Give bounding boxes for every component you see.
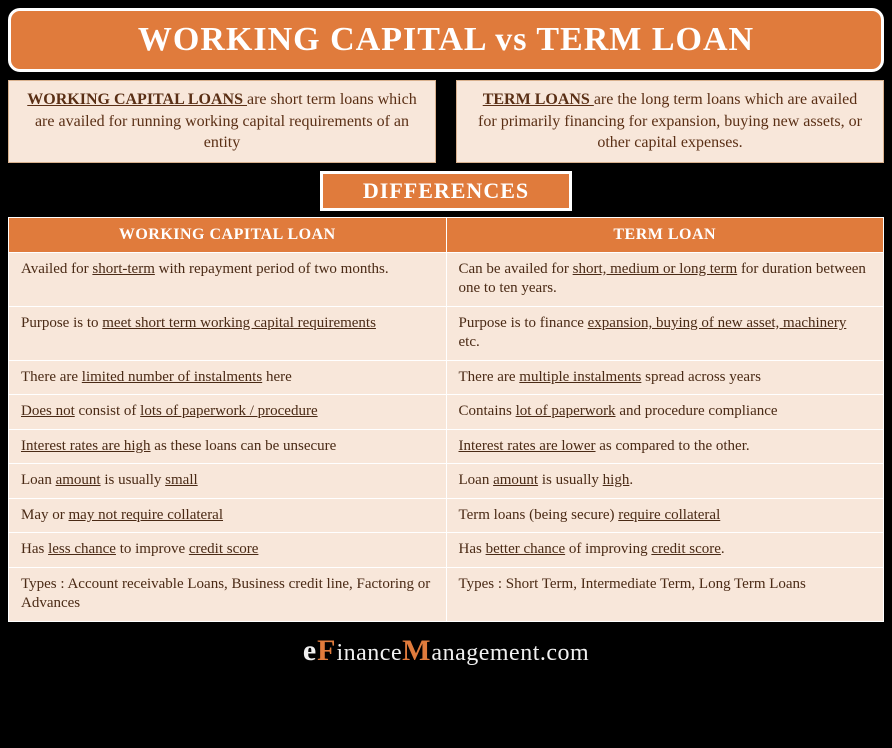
- table-header-left: WORKING CAPITAL LOAN: [9, 217, 447, 252]
- table-cell-left: Purpose is to meet short term working ca…: [9, 306, 447, 360]
- table-cell-left: May or may not require collateral: [9, 498, 447, 533]
- table-cell-right: Contains lot of paperwork and procedure …: [446, 395, 884, 430]
- definitions-row: WORKING CAPITAL LOANS are short term loa…: [8, 80, 884, 163]
- table-cell-right: There are multiple instalments spread ac…: [446, 360, 884, 395]
- logo-e1: e: [303, 634, 317, 667]
- definition-right-lead: TERM LOANS: [483, 91, 594, 108]
- logo-inance: inance: [336, 640, 402, 666]
- table-cell-right: Has better chance of improving credit sc…: [446, 533, 884, 568]
- table-cell-left: Does not consist of lots of paperwork / …: [9, 395, 447, 430]
- table-cell-right: Interest rates are lower as compared to …: [446, 429, 884, 464]
- differences-table: WORKING CAPITAL LOAN TERM LOAN Availed f…: [8, 217, 884, 622]
- table-cell-left: Loan amount is usually small: [9, 464, 447, 499]
- definition-left: WORKING CAPITAL LOANS are short term loa…: [8, 80, 436, 163]
- table-cell-right: Types : Short Term, Intermediate Term, L…: [446, 567, 884, 621]
- title-banner: WORKING CAPITAL vs TERM LOAN: [8, 8, 884, 72]
- table-cell-right: Term loans (being secure) require collat…: [446, 498, 884, 533]
- logo-m: M: [402, 634, 431, 667]
- definition-left-lead: WORKING CAPITAL LOANS: [27, 91, 247, 108]
- differences-label: DIFFERENCES: [320, 171, 572, 211]
- table-cell-left: Types : Account receivable Loans, Busine…: [9, 567, 447, 621]
- table-header-right: TERM LOAN: [446, 217, 884, 252]
- definition-right: TERM LOANS are the long term loans which…: [456, 80, 884, 163]
- table-cell-right: Can be availed for short, medium or long…: [446, 252, 884, 306]
- table-cell-left: Availed for short-term with repayment pe…: [9, 252, 447, 306]
- site-logo: eFinanceManagement.com: [8, 634, 884, 668]
- table-cell-left: Interest rates are high as these loans c…: [9, 429, 447, 464]
- logo-tail: anagement.com: [431, 640, 589, 666]
- logo-f: F: [317, 634, 336, 667]
- table-cell-right: Purpose is to finance expansion, buying …: [446, 306, 884, 360]
- table-cell-right: Loan amount is usually high.: [446, 464, 884, 499]
- differences-label-wrap: DIFFERENCES: [8, 171, 884, 211]
- table-cell-left: There are limited number of instalments …: [9, 360, 447, 395]
- page-title: WORKING CAPITAL vs TERM LOAN: [11, 21, 881, 59]
- table-cell-left: Has less chance to improve credit score: [9, 533, 447, 568]
